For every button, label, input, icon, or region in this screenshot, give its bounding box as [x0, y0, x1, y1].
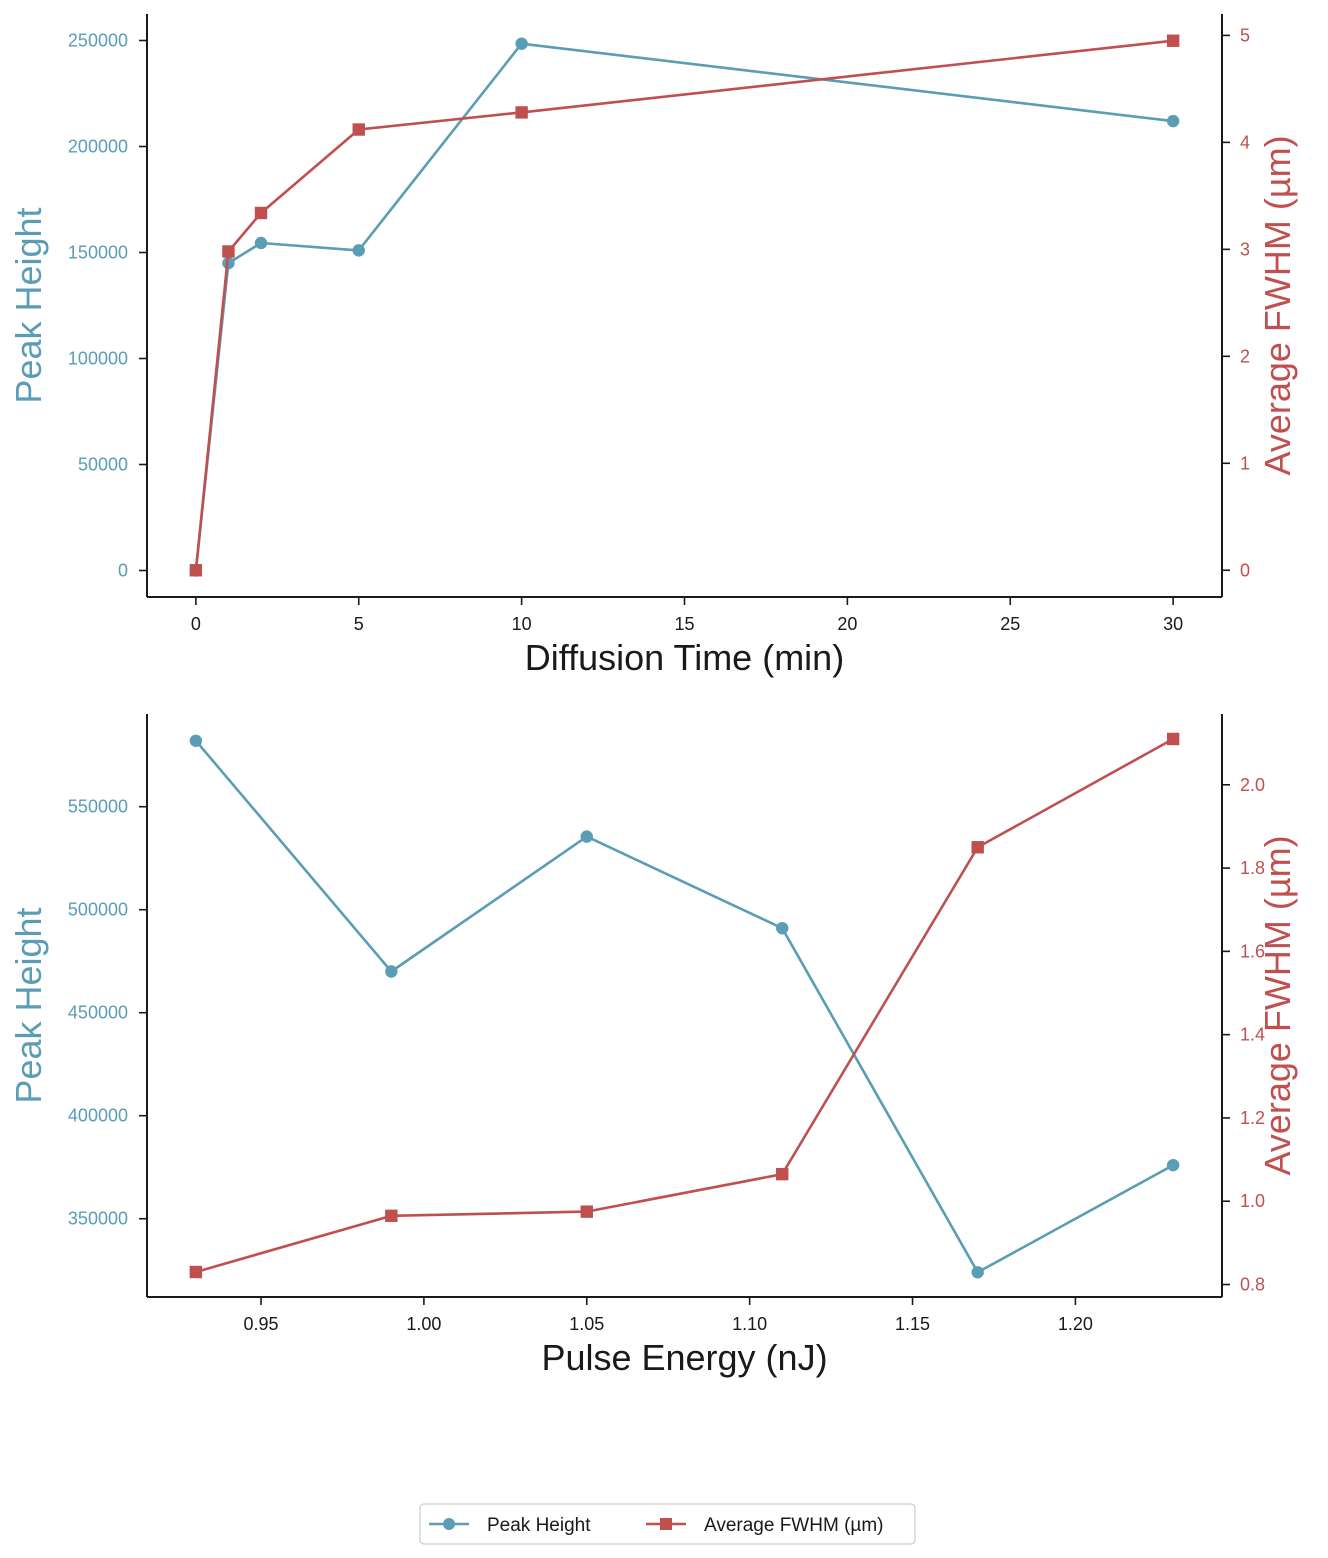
y-left-tick-label: 500000 — [68, 900, 128, 920]
x-tick-label: 0 — [191, 614, 201, 634]
data-point-peak-height — [971, 1266, 984, 1279]
y-right-tick-label: 2.0 — [1240, 775, 1265, 795]
legend-label-peak-height: Peak Height — [487, 1515, 591, 1536]
legend: Peak Height Average FWHM (µm) — [419, 1503, 916, 1545]
series-line-peak-height — [194, 739, 1174, 1274]
data-point-average-fwhm — [352, 123, 365, 136]
data-point-peak-height — [254, 236, 268, 250]
y-right-tick-label: 1.6 — [1240, 941, 1265, 961]
x-tick-label: 30 — [1163, 614, 1183, 634]
data-point-average-fwhm — [385, 1209, 398, 1222]
data-point-average-fwhm — [776, 1167, 789, 1181]
x-tick-label: 1.20 — [1058, 1314, 1093, 1334]
data-point-average-fwhm — [1166, 34, 1180, 47]
data-point-peak-height — [515, 37, 528, 50]
x-axis-title: Pulse Energy (nJ) — [541, 1337, 827, 1378]
data-point-average-fwhm — [189, 1265, 203, 1279]
data-point-peak-height — [1166, 114, 1180, 128]
y-right-tick-label: 1.8 — [1240, 858, 1265, 878]
x-tick-label: 5 — [354, 614, 364, 634]
x-tick-label: 1.15 — [895, 1314, 930, 1334]
y-right-tick-label: 0.8 — [1240, 1275, 1265, 1295]
y-right-tick-label: 5 — [1240, 25, 1250, 45]
x-tick-label: 15 — [674, 614, 694, 634]
y-left-tick-label: 250000 — [68, 31, 128, 51]
y-left-tick-label: 100000 — [68, 349, 128, 369]
x-tick-label: 20 — [837, 614, 857, 634]
data-point-average-fwhm — [1166, 732, 1180, 746]
y-right-tick-label: 1.4 — [1240, 1025, 1265, 1045]
data-point-average-fwhm — [515, 106, 528, 119]
data-point-peak-height — [189, 734, 203, 747]
y-left-tick-label: 150000 — [68, 243, 128, 263]
x-tick-label: 1.10 — [732, 1314, 767, 1334]
x-tick-label: 0.95 — [243, 1314, 278, 1334]
series-line-average-fwhm — [194, 39, 1174, 571]
data-point-average-fwhm — [580, 1205, 593, 1218]
x-tick-label: 1.00 — [406, 1314, 441, 1334]
x-tick-label: 10 — [512, 614, 532, 634]
legend-entry-peak-height: Peak Height — [429, 1515, 591, 1536]
y-right-tick-label: 1.2 — [1240, 1108, 1265, 1128]
y-right-tick-label: 3 — [1240, 239, 1250, 259]
data-point-peak-height — [776, 922, 789, 935]
legend-entry-average-fwhm: Average FWHM (µm) — [646, 1515, 884, 1536]
series-line-average-fwhm — [195, 737, 1174, 1274]
x-tick-label: 1.05 — [569, 1314, 604, 1334]
y-right-tick-label: 1.0 — [1240, 1191, 1265, 1211]
y-right-tick-label: 1 — [1240, 453, 1250, 473]
y-left-tick-label: 200000 — [68, 137, 128, 157]
y-left-tick-label: 400000 — [68, 1106, 128, 1126]
y-left-tick-label: 550000 — [68, 797, 128, 817]
y-left-axis-title: Peak Height — [8, 207, 49, 403]
data-point-average-fwhm — [254, 206, 268, 220]
y-right-tick-label: 0 — [1240, 560, 1250, 580]
data-point-peak-height — [352, 244, 365, 257]
data-point-peak-height — [580, 830, 593, 843]
data-point-peak-height — [1166, 1158, 1180, 1172]
data-point-peak-height — [385, 965, 398, 978]
pulse-energy-plot: 0.95 1.00 1.05 1.10 1.15 1.20 350000 400000 4500… — [8, 714, 1298, 1378]
y-right-tick-label: 2 — [1240, 346, 1250, 366]
legend-marker-peak-height — [443, 1518, 455, 1530]
series-line-peak-height — [194, 42, 1174, 571]
legend-label-average-fwhm: Average FWHM (µm) — [704, 1515, 884, 1536]
y-right-tick-label: 4 — [1240, 132, 1250, 152]
y-left-axis-title: Peak Height — [8, 907, 49, 1103]
diffusion-time-plot: 0 5 10 15 20 25 300500001000001500002000002500… — [8, 14, 1298, 678]
data-point-average-fwhm — [222, 245, 235, 258]
x-tick-label: 25 — [1000, 614, 1020, 634]
y-left-tick-label: 50000 — [78, 455, 128, 475]
data-point-average-fwhm — [971, 841, 984, 854]
y-left-tick-label: 350000 — [68, 1209, 128, 1229]
y-right-axis-title: Average FWHM (µm) — [1257, 835, 1298, 1175]
x-axis-title: Diffusion Time (min) — [525, 637, 844, 678]
y-left-tick-label: 0 — [118, 561, 128, 581]
y-left-tick-label: 450000 — [68, 1003, 128, 1023]
legend-marker-average-fwhm — [660, 1518, 672, 1530]
data-point-average-fwhm — [189, 564, 203, 577]
y-right-axis-title: Average FWHM (µm) — [1257, 135, 1298, 475]
